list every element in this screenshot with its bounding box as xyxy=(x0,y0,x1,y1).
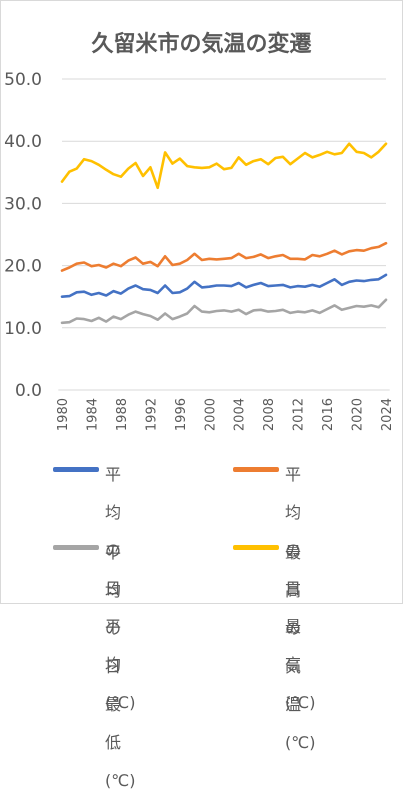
y-tick-label: 30.0 xyxy=(4,194,42,214)
legend-swatch xyxy=(53,467,99,472)
y-tick-label: 40.0 xyxy=(4,132,42,152)
x-tick-label: 2008 xyxy=(262,398,277,431)
x-tick-label: 2012 xyxy=(292,398,307,431)
chart-title: 久留米市の気温の変遷 xyxy=(91,32,312,57)
x-tick-label: 1992 xyxy=(144,398,159,431)
x-tick-label: 2004 xyxy=(233,398,248,431)
legend-label: 最高の 気温 (℃) xyxy=(285,543,316,752)
x-tick-label: 2020 xyxy=(351,398,366,431)
series-line-3 xyxy=(60,298,388,325)
x-tick-label: 1996 xyxy=(174,398,189,431)
x-tick-label: 1980 xyxy=(56,398,71,431)
x-axis-tick-labels: 1980 1984 1988 1992 1996 2000 2004 2008 2012 2016… xyxy=(56,398,395,431)
gridlines xyxy=(58,78,390,391)
chart-frame xyxy=(0,0,403,604)
series-lines xyxy=(60,142,388,325)
y-tick-label: 20.0 xyxy=(4,257,42,277)
x-tick-label: 2024 xyxy=(380,398,395,431)
y-axis-tick-labels: 0.0 10.0 20.0 30.0 40.0 50.0 xyxy=(4,70,42,401)
y-tick-label: 0.0 xyxy=(15,381,42,401)
x-tick-label: 2000 xyxy=(203,398,218,431)
x-tick-label: 1988 xyxy=(115,398,130,431)
series-line-1 xyxy=(60,273,388,299)
line-chart: 0.0 10.0 20.0 30.0 40.0 50.0 1980 1984 1988 1992… xyxy=(4,70,395,431)
legend-label: 平均の 日最低(℃) xyxy=(105,543,136,790)
y-tick-label: 50.0 xyxy=(4,70,42,90)
legend-swatch xyxy=(233,545,279,550)
x-tick-label: 2016 xyxy=(321,398,336,431)
x-tick-label: 1984 xyxy=(85,398,100,431)
series-line-2 xyxy=(60,241,388,272)
legend-swatch xyxy=(233,467,279,472)
series-line-4 xyxy=(60,142,388,190)
legend-swatch xyxy=(53,545,99,550)
y-tick-label: 10.0 xyxy=(4,319,42,339)
